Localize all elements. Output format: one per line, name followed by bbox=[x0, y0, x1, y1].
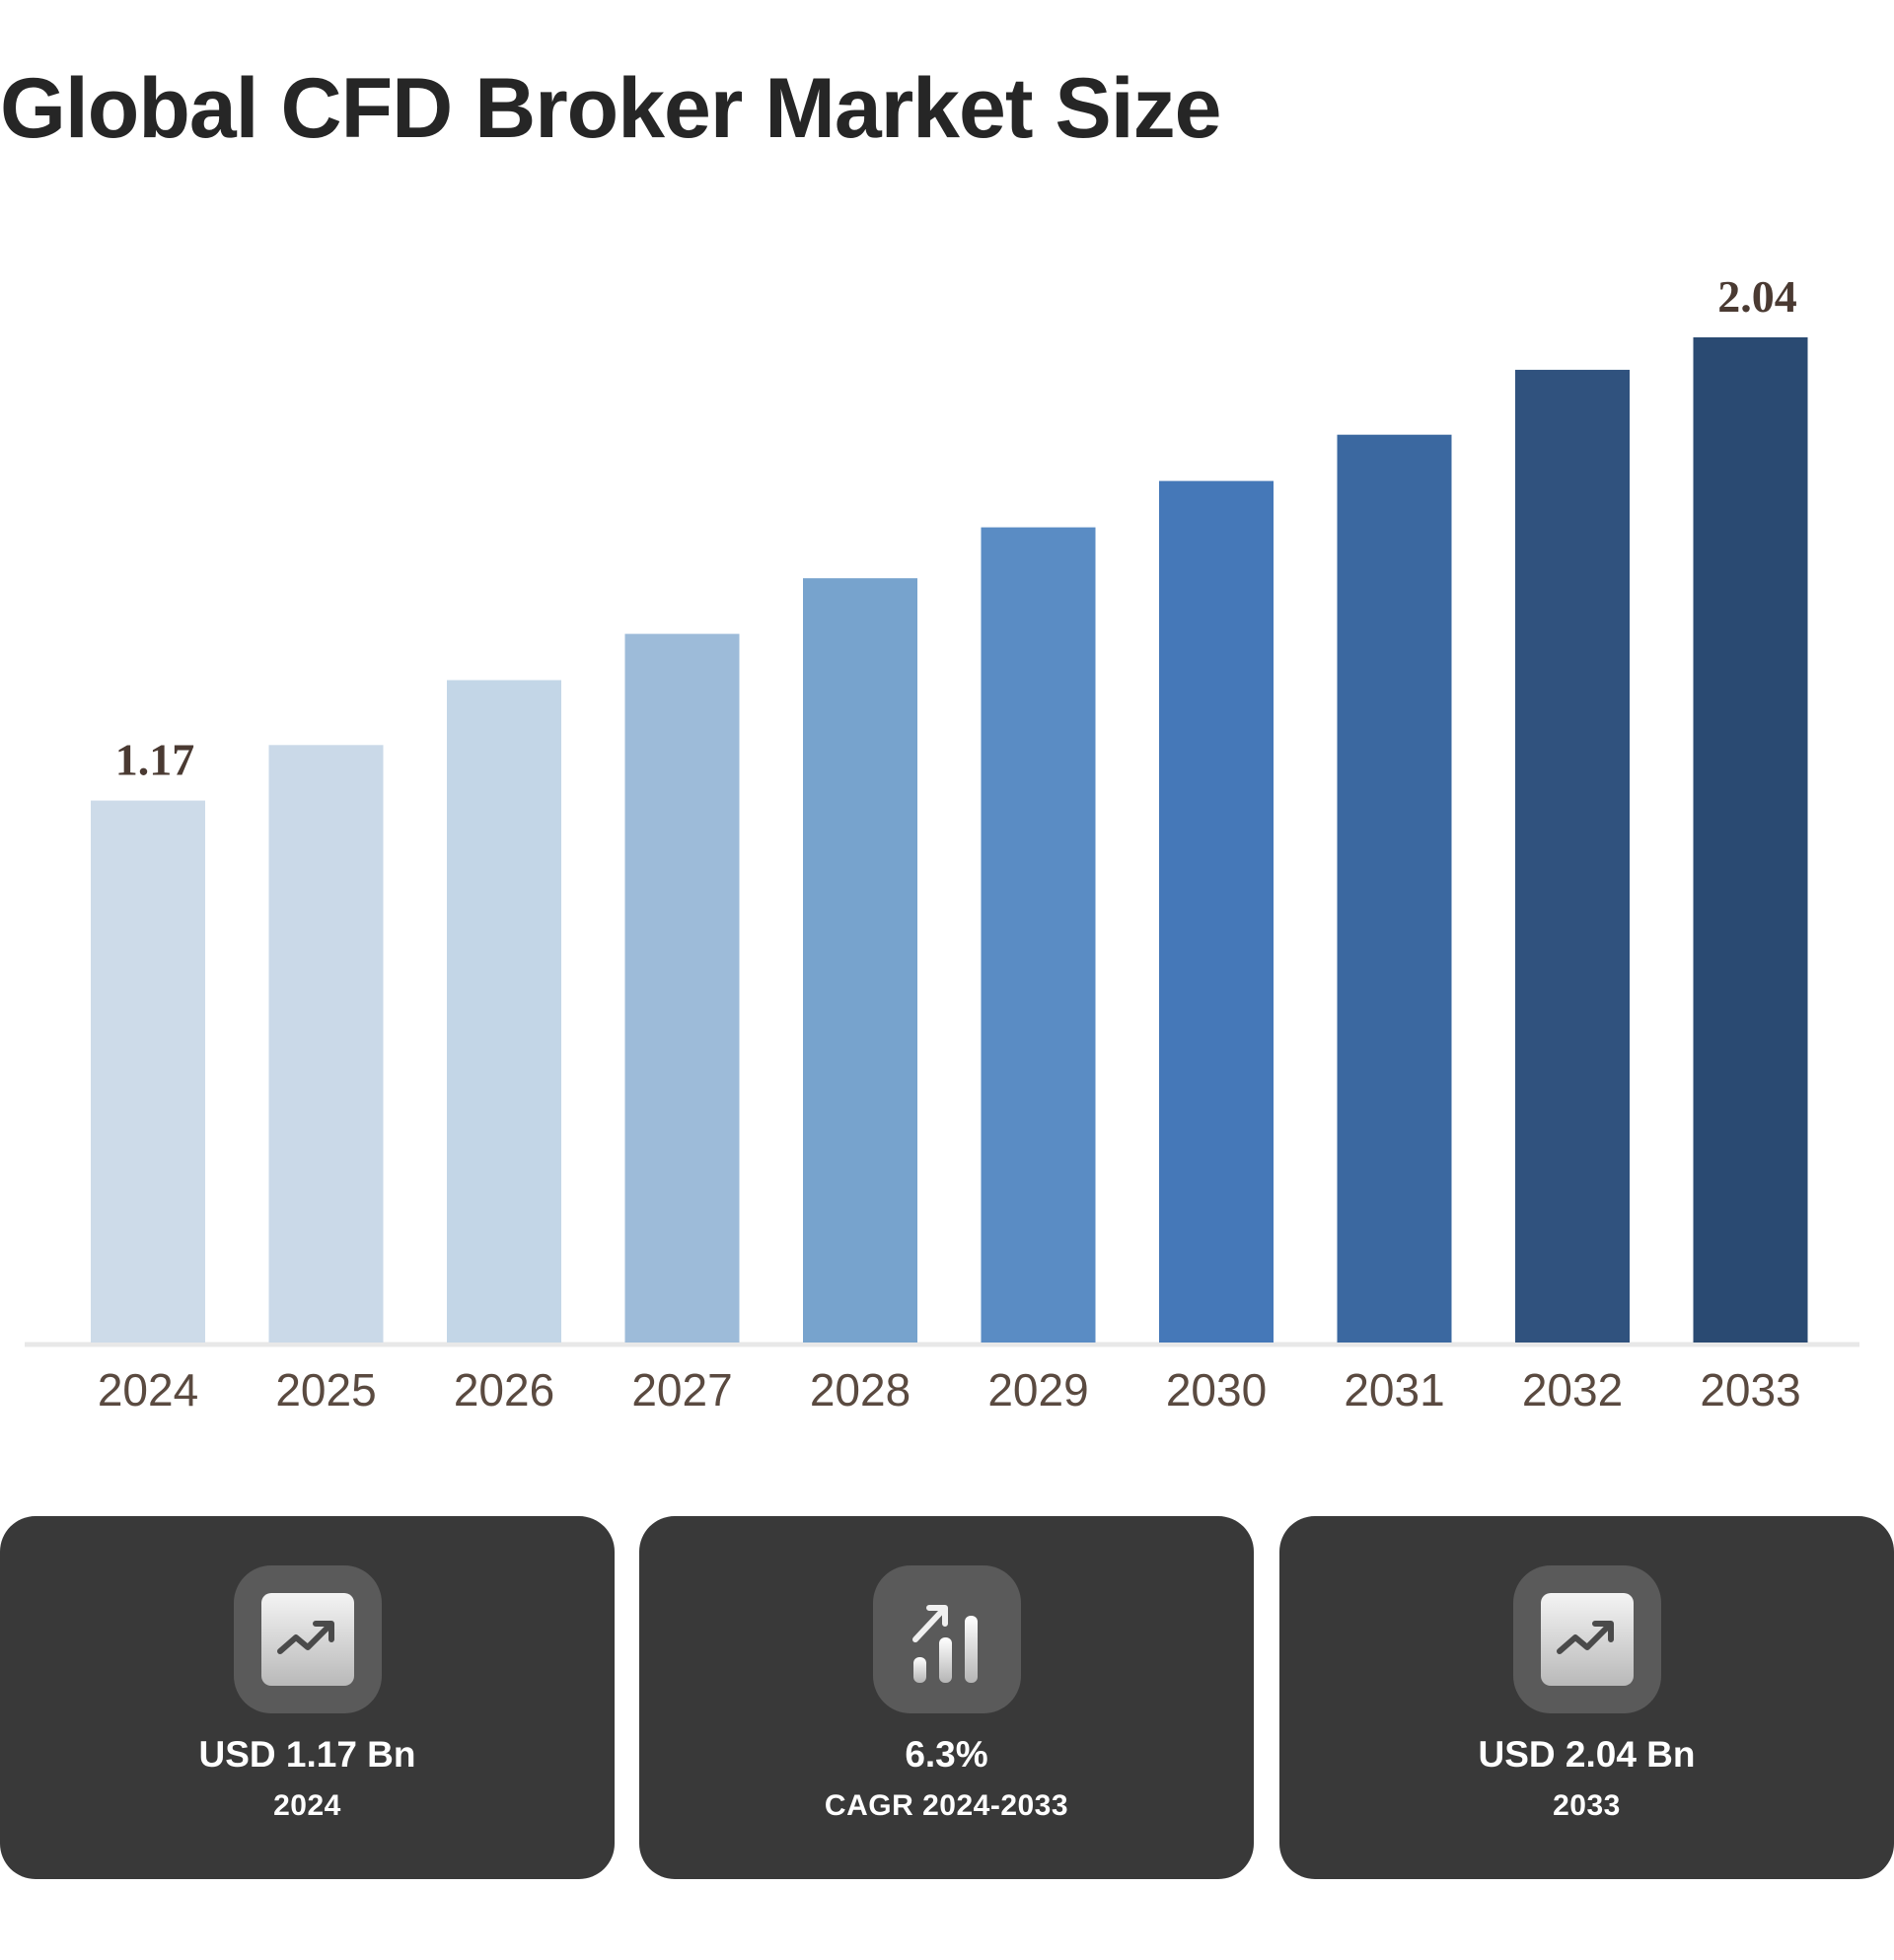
card-subtitle: 2033 bbox=[1553, 1789, 1621, 1822]
trend-up-icon bbox=[261, 1593, 354, 1686]
x-tick-label-2024: 2024 bbox=[98, 1364, 198, 1416]
x-tick-label-2029: 2029 bbox=[987, 1364, 1088, 1416]
card-value: USD 1.17 Bn bbox=[198, 1734, 416, 1775]
bar-2027 bbox=[624, 633, 740, 1343]
x-tick-label-2025: 2025 bbox=[275, 1364, 376, 1416]
card-icon-container bbox=[234, 1565, 382, 1713]
x-tick-label-2028: 2028 bbox=[810, 1364, 911, 1416]
stat-card-start-value: USD 1.17 Bn 2024 bbox=[0, 1516, 615, 1879]
card-icon-container bbox=[1513, 1565, 1661, 1713]
bar-2026 bbox=[447, 680, 561, 1343]
bar-2032 bbox=[1515, 369, 1630, 1343]
card-value: 6.3% bbox=[905, 1734, 988, 1775]
stat-cards: USD 1.17 Bn 2024 6.3% CAGR 2024-2033 bbox=[0, 1516, 1894, 1881]
stat-card-end-value: USD 2.04 Bn 2033 bbox=[1279, 1516, 1894, 1879]
bar-2030 bbox=[1159, 480, 1274, 1343]
bar-2025 bbox=[268, 745, 384, 1343]
card-subtitle: 2024 bbox=[273, 1789, 341, 1822]
x-tick-label-2033: 2033 bbox=[1700, 1364, 1800, 1416]
x-tick-label-2027: 2027 bbox=[631, 1364, 732, 1416]
card-value: USD 2.04 Bn bbox=[1478, 1734, 1696, 1775]
trend-up-icon bbox=[1541, 1593, 1634, 1686]
card-icon-container bbox=[873, 1565, 1021, 1713]
x-tick-label-2030: 2030 bbox=[1166, 1364, 1267, 1416]
page-title: Global CFD Broker Market Size bbox=[0, 61, 1221, 156]
x-tick-label-2031: 2031 bbox=[1344, 1364, 1444, 1416]
bar-2033 bbox=[1693, 337, 1808, 1343]
bar-chart: 1.17 2.04 2024 2025 2026 2027 2028 2029 2030 203… bbox=[25, 271, 1859, 1416]
bar-2024 bbox=[91, 800, 205, 1343]
bar-2029 bbox=[981, 527, 1096, 1343]
data-label-2024: 1.17 bbox=[115, 735, 195, 785]
stat-card-cagr: 6.3% CAGR 2024-2033 bbox=[639, 1516, 1254, 1879]
bar-2031 bbox=[1337, 434, 1452, 1343]
x-tick-label-2032: 2032 bbox=[1522, 1364, 1623, 1416]
bar-2028 bbox=[803, 578, 917, 1343]
bar-growth-icon bbox=[912, 1605, 978, 1683]
x-tick-label-2026: 2026 bbox=[454, 1364, 554, 1416]
data-label-2033: 2.04 bbox=[1717, 271, 1797, 322]
card-subtitle: CAGR 2024-2033 bbox=[824, 1789, 1069, 1822]
